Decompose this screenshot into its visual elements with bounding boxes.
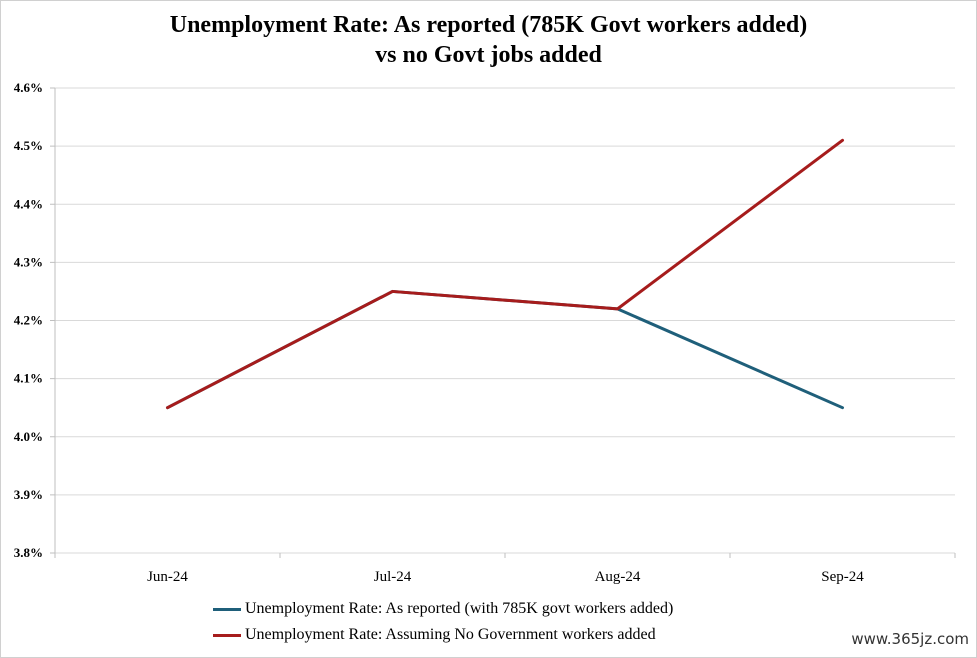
y-tick-label: 4.4%: [14, 196, 43, 211]
legend-label-reported: Unemployment Rate: As reported (with 785…: [245, 600, 674, 617]
y-tick-label: 4.0%: [14, 429, 43, 444]
legend-swatch-reported: [213, 607, 241, 611]
legend-swatch-no-govt: [213, 633, 241, 637]
series-line-0: [166, 289, 844, 410]
chart-title: Unemployment Rate: As reported (785K Gov…: [169, 12, 808, 38]
legend-item-reported: Unemployment Rate: As reported (with 785…: [213, 596, 673, 622]
y-tick-label: 4.3%: [14, 254, 43, 269]
y-tick-label: 3.8%: [14, 545, 43, 560]
legend-item-no-govt: Unemployment Rate: Assuming No Governmen…: [213, 622, 673, 648]
y-tick-label: 4.1%: [14, 371, 43, 386]
y-tick-label: 3.9%: [14, 487, 43, 502]
x-tick-label: Jun-24: [147, 569, 188, 585]
x-tick-label: Aug-24: [595, 569, 641, 585]
chart-legend: Unemployment Rate: As reported (with 785…: [213, 596, 673, 648]
x-tick-label: Jul-24: [374, 569, 412, 585]
watermark: www.365jz.com: [851, 630, 969, 648]
y-tick-label: 4.2%: [14, 313, 43, 328]
y-tick-label: 4.6%: [14, 80, 43, 95]
y-tick-label: 4.5%: [14, 138, 43, 153]
x-tick-label: Sep-24: [821, 569, 864, 585]
series-line-1: [166, 138, 844, 410]
chart-title-block: Unemployment Rate: As reported (785K Gov…: [0, 10, 977, 70]
chart-subtitle: vs no Govt jobs added: [375, 42, 602, 68]
legend-label-no-govt: Unemployment Rate: Assuming No Governmen…: [245, 626, 656, 643]
